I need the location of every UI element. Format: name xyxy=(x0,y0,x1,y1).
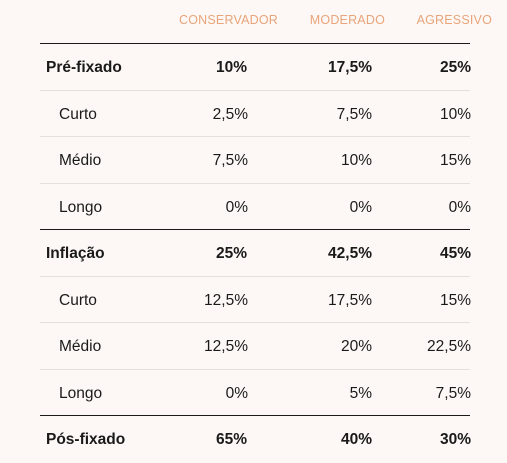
cell-moderado: 10% xyxy=(340,152,372,169)
cell-conservador: 10% xyxy=(215,59,247,76)
cell-conservador: 12,5% xyxy=(204,291,248,309)
row-label: Curto xyxy=(59,291,97,309)
row-label: Longo xyxy=(59,198,103,216)
table-row-prefixado: Pré-fixado 10% 17,5% 25% xyxy=(40,43,471,90)
table-row-inflacao-medio: Médio 12,5% 20% 22,5% xyxy=(40,322,471,369)
cell-agressivo: 30% xyxy=(439,431,471,448)
row-label: Pré-fixado xyxy=(46,59,122,76)
cell-agressivo: 0% xyxy=(448,198,471,216)
row-label: Curto xyxy=(59,105,97,123)
cell-conservador: 12,5% xyxy=(204,338,248,355)
cell-agressivo: 10% xyxy=(439,105,471,123)
cell-conservador: 0% xyxy=(225,384,248,402)
row-label: Médio xyxy=(59,152,102,169)
allocation-table: Pré-fixado 10% 17,5% 25% Curto 2,5% 7,5%… xyxy=(40,43,471,462)
row-label: Inflação xyxy=(46,245,105,262)
cell-conservador: 7,5% xyxy=(212,152,248,169)
cell-moderado: 7,5% xyxy=(336,105,372,123)
cell-conservador: 65% xyxy=(215,431,247,448)
cell-moderado: 17,5% xyxy=(328,291,372,309)
cell-agressivo: 25% xyxy=(439,59,471,76)
cell-agressivo: 22,5% xyxy=(427,338,471,355)
cell-moderado: 17,5% xyxy=(328,59,372,76)
table-row-inflacao-curto: Curto 12,5% 17,5% 15% xyxy=(40,275,471,323)
cell-agressivo: 15% xyxy=(439,152,471,169)
table-row-posfixado: Pós-fixado 65% 40% 30% xyxy=(40,415,471,462)
table-row-prefixado-longo: Longo 0% 0% 0% xyxy=(40,182,471,230)
table-row-inflacao: Inflação 25% 42,5% 45% xyxy=(40,229,471,276)
row-label: Pós-fixado xyxy=(46,431,126,448)
row-label: Médio xyxy=(59,338,102,355)
table-row-inflacao-longo: Longo 0% 5% 7,5% xyxy=(40,368,471,416)
cell-moderado: 40% xyxy=(340,431,372,448)
cell-moderado: 20% xyxy=(340,338,372,355)
table-row-prefixado-curto: Curto 2,5% 7,5% 10% xyxy=(40,89,471,137)
cell-moderado: 5% xyxy=(349,384,372,402)
column-header-agressivo: AGRESSIVO xyxy=(416,13,492,27)
cell-agressivo: 15% xyxy=(439,291,471,309)
cell-conservador: 0% xyxy=(225,198,248,216)
cell-moderado: 0% xyxy=(349,198,372,216)
table-row-prefixado-medio: Médio 7,5% 10% 15% xyxy=(40,136,471,183)
cell-agressivo: 45% xyxy=(439,245,471,262)
column-header-conservador: CONSERVADOR xyxy=(179,13,278,27)
cell-agressivo: 7,5% xyxy=(435,384,471,402)
cell-conservador: 2,5% xyxy=(212,105,248,123)
cell-moderado: 42,5% xyxy=(328,245,372,262)
column-header-moderado: MODERADO xyxy=(309,13,385,27)
row-label: Longo xyxy=(59,384,103,402)
cell-conservador: 25% xyxy=(215,245,247,262)
table-header: CONSERVADOR MODERADO AGRESSIVO xyxy=(0,0,507,44)
